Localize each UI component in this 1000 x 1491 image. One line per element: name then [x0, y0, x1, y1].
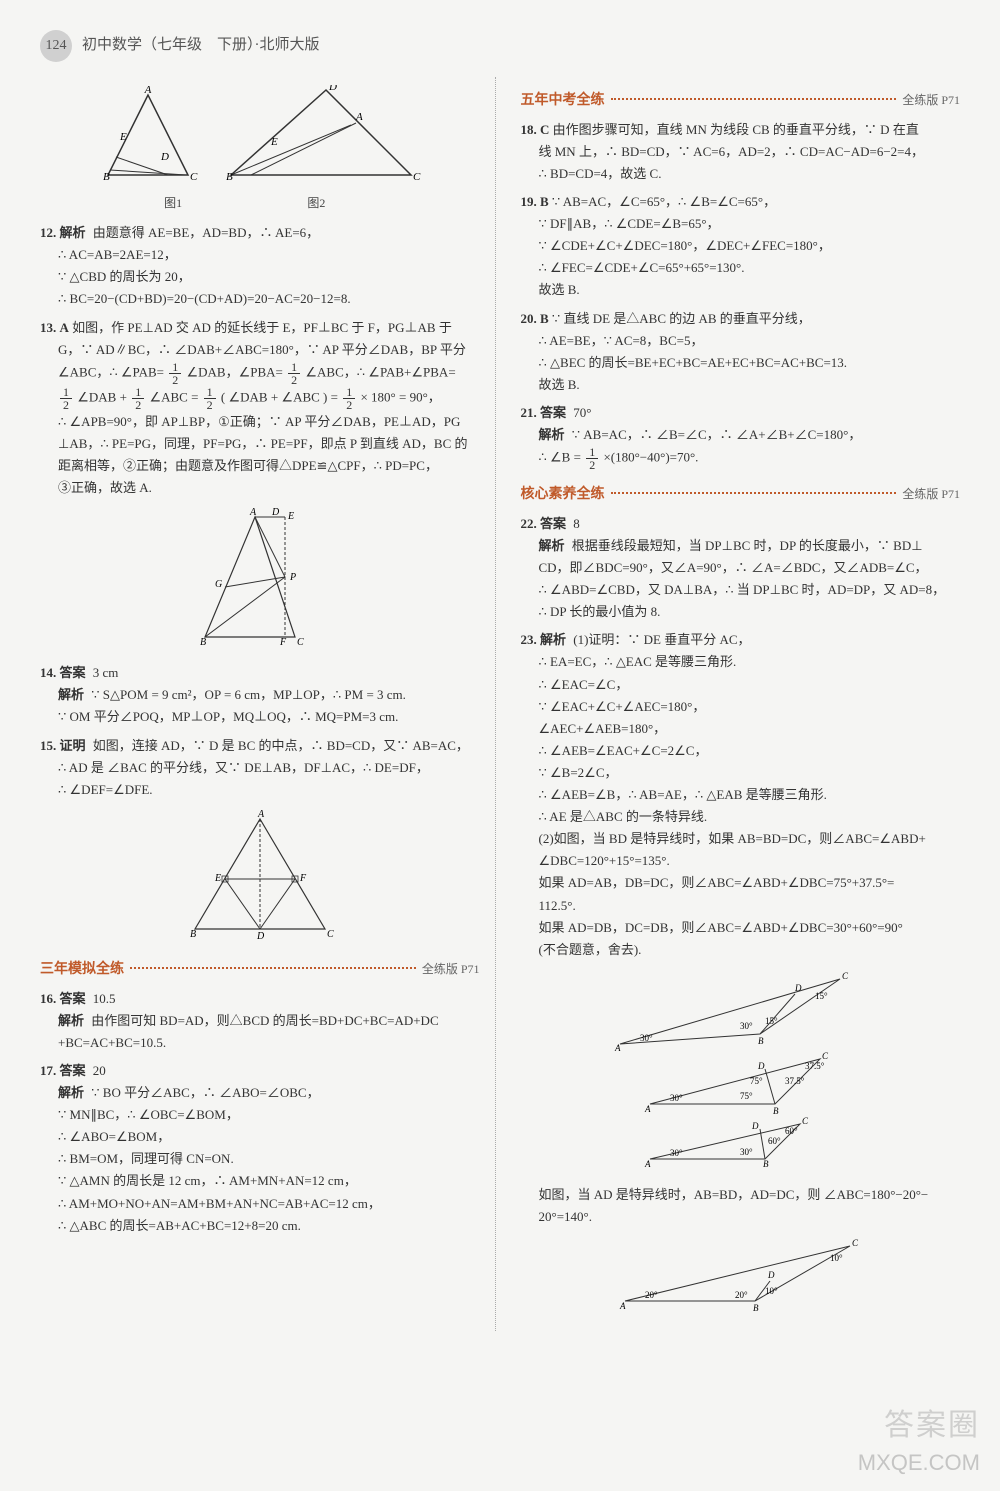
fig2-caption: 图2: [231, 193, 401, 213]
figure-q23-triangles: A 30° B 30° 15° D 15° C A 30° B 75° D 75…: [521, 969, 961, 1176]
svg-text:C: C: [852, 1238, 859, 1248]
content-columns: A B C E D D B C A E 图1 图2 12.: [40, 77, 960, 1331]
svg-text:20°: 20°: [645, 1290, 658, 1300]
figure-q15: A E F B D C: [40, 809, 480, 946]
svg-text:F: F: [279, 637, 287, 647]
svg-text:B: B: [763, 1159, 769, 1169]
svg-text:A: A: [619, 1301, 626, 1311]
figure-q23-last: A 20° B 20° D 10° C 10°: [521, 1236, 961, 1323]
svg-text:15°: 15°: [765, 1016, 778, 1026]
svg-text:15°: 15°: [815, 991, 828, 1001]
svg-text:30°: 30°: [740, 1021, 753, 1031]
question-21: 21. 答案 70° 解析 ∵ AB=AC，∴ ∠B=∠C，∴ ∠A+∠B+∠C…: [521, 402, 961, 471]
svg-text:A: A: [614, 1043, 621, 1053]
svg-text:C: C: [842, 971, 849, 981]
svg-text:A: A: [249, 507, 257, 518]
svg-text:B: B: [200, 637, 206, 647]
section-core: 核心素养全练 全练版 P71: [521, 483, 961, 507]
page-header: 124 初中数学（七年级 下册）·北师大版: [40, 30, 960, 62]
svg-text:E: E: [287, 511, 294, 522]
question-18: 18. C 由作图步骤可知，直线 MN 为线段 CB 的垂直平分线，∵ D 在直…: [521, 119, 961, 185]
svg-text:G: G: [215, 579, 222, 590]
svg-text:A: A: [355, 111, 363, 123]
svg-text:D: D: [271, 507, 280, 518]
svg-text:B: B: [758, 1036, 764, 1046]
svg-text:A: A: [257, 809, 265, 820]
svg-text:30°: 30°: [670, 1093, 683, 1103]
question-17: 17. 答案 20 解析 ∵ BO 平分∠ABC，∴ ∠ABO=∠OBC， ∵ …: [40, 1060, 480, 1237]
svg-text:B: B: [753, 1303, 759, 1313]
svg-text:D: D: [160, 151, 169, 163]
svg-text:75°: 75°: [740, 1091, 753, 1101]
triangle-fig2-svg: D B C A E: [221, 85, 421, 185]
svg-text:D: D: [767, 1270, 775, 1280]
svg-text:30°: 30°: [740, 1147, 753, 1157]
svg-text:C: C: [327, 929, 334, 939]
triangle-fig1-svg: A B C E D: [98, 85, 218, 185]
svg-text:60°: 60°: [768, 1136, 781, 1146]
question-14: 14. 答案 3 cm 解析 ∵ S△POM = 9 cm²，OP = 6 cm…: [40, 662, 480, 728]
section-three-year: 三年模拟全练 全练版 P71: [40, 958, 480, 982]
svg-text:A: A: [144, 85, 152, 96]
svg-text:10°: 10°: [765, 1286, 778, 1296]
svg-text:D: D: [328, 85, 337, 93]
question-20: 20. B ∵ 直线 DE 是△ABC 的边 AB 的垂直平分线， ∴ AE=B…: [521, 308, 961, 396]
svg-text:37.5°: 37.5°: [785, 1076, 805, 1086]
svg-text:75°: 75°: [750, 1076, 763, 1086]
svg-text:30°: 30°: [670, 1148, 683, 1158]
question-22: 22. 答案 8 解析 根据垂线段最短知，当 DP⊥BC 时，DP 的长度最小，…: [521, 513, 961, 623]
svg-text:30°: 30°: [640, 1033, 653, 1043]
svg-text:D: D: [256, 931, 265, 939]
page-number-badge: 124: [40, 30, 72, 62]
question-15: 15. 证明 如图，连接 AD，∵ D 是 BC 的中点，∴ BD=CD，又∵ …: [40, 735, 480, 801]
svg-text:D: D: [794, 983, 802, 993]
question-19: 19. B ∵ AB=AC，∠C=65°，∴ ∠B=∠C=65°， ∵ DF∥A…: [521, 191, 961, 301]
svg-text:60°: 60°: [785, 1126, 798, 1136]
svg-text:37.5°: 37.5°: [805, 1061, 825, 1071]
figure-1-2: A B C E D D B C A E 图1 图2: [40, 85, 480, 214]
svg-text:20°: 20°: [735, 1290, 748, 1300]
svg-text:E: E: [214, 873, 221, 884]
svg-text:B: B: [773, 1106, 779, 1116]
svg-text:D: D: [757, 1061, 765, 1071]
svg-text:E: E: [270, 136, 278, 148]
fig1-caption: 图1: [118, 193, 228, 213]
svg-text:C: C: [413, 171, 421, 183]
figure-q13: A D E G P B F C: [40, 507, 480, 654]
svg-text:C: C: [190, 171, 198, 183]
svg-text:A: A: [644, 1104, 651, 1114]
svg-text:A: A: [644, 1159, 651, 1169]
svg-text:C: C: [802, 1116, 809, 1126]
svg-text:F: F: [299, 873, 307, 884]
question-16: 16. 答案 10.5 解析 由作图可知 BD=AD，则△BCD 的周长=BD+…: [40, 988, 480, 1054]
svg-text:C: C: [297, 637, 304, 647]
svg-text:E: E: [119, 131, 127, 143]
section-five-year: 五年中考全练 全练版 P71: [521, 89, 961, 113]
right-column: 五年中考全练 全练版 P71 18. C 由作图步骤可知，直线 MN 为线段 C…: [516, 77, 961, 1331]
watermark-url: MXQE.COM: [858, 1444, 980, 1481]
question-13: 13. A 如图，作 PE⊥AD 交 AD 的延长线于 E，PF⊥BC 于 F，…: [40, 317, 480, 500]
question-23: 23. 解析 (1)证明：∵ DE 垂直平分 AC， ∴ EA=EC，∴ △EA…: [521, 629, 961, 960]
svg-text:B: B: [103, 171, 110, 183]
svg-text:P: P: [289, 572, 296, 583]
left-column: A B C E D D B C A E 图1 图2 12.: [40, 77, 496, 1331]
question-12: 12. 解析 由题意得 AE=BE，AD=BD，∴ AE=6， ∴ AC=AB=…: [40, 222, 480, 310]
header-title: 初中数学（七年级 下册）·北师大版: [82, 33, 320, 59]
svg-text:10°: 10°: [830, 1253, 843, 1263]
svg-text:B: B: [226, 171, 233, 183]
svg-text:D: D: [751, 1121, 759, 1131]
svg-text:B: B: [190, 929, 196, 939]
svg-text:C: C: [822, 1051, 829, 1061]
